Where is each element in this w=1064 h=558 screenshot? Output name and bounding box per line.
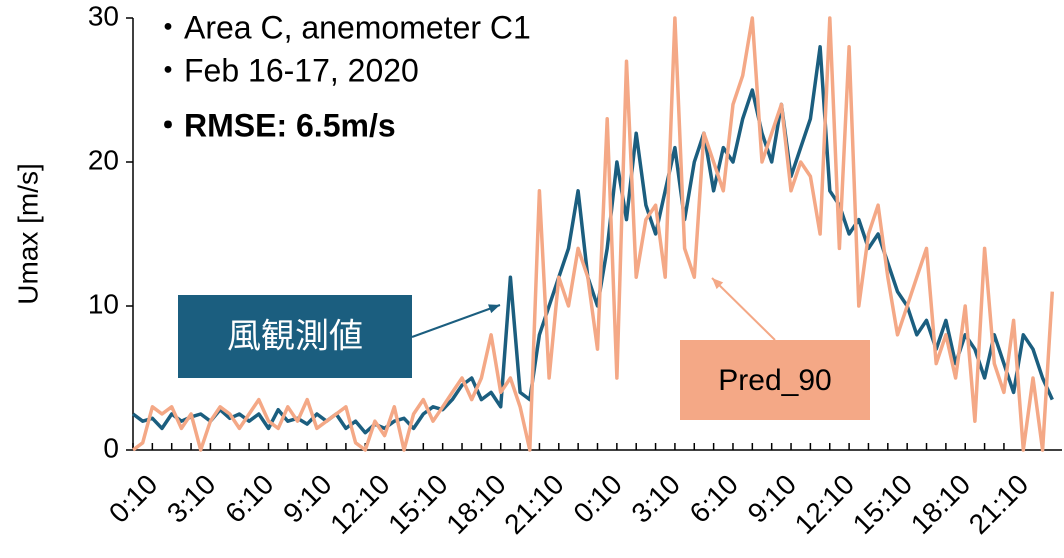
arrow-head xyxy=(712,278,724,290)
annotation: ・RMSE: 6.5m/s xyxy=(152,107,396,143)
y-tick-label: 30 xyxy=(88,0,119,31)
x-tick-label: 18:10 xyxy=(440,468,511,539)
label-arrow xyxy=(711,277,776,341)
y-axis-label: Umax [m/s] xyxy=(12,163,43,305)
x-tick-label: 21:10 xyxy=(498,468,569,539)
y-tick-label: 0 xyxy=(103,432,119,463)
x-tick-label: 6:10 xyxy=(219,468,279,528)
annotation: ・Area C, anemometer C1 xyxy=(152,9,531,45)
x-tick-label: 21:10 xyxy=(963,468,1034,539)
label-box xyxy=(680,340,870,420)
x-tick-label: 15:10 xyxy=(847,468,918,539)
y-tick-label: 20 xyxy=(88,144,119,175)
series-label: Pred_90 xyxy=(718,364,831,397)
x-tick-label: 6:10 xyxy=(684,468,744,528)
series-line xyxy=(131,16,1055,452)
y-tick-label: 10 xyxy=(88,288,119,319)
series-line xyxy=(131,45,1054,435)
label-box xyxy=(178,295,412,378)
x-tick-label: 15:10 xyxy=(382,468,453,539)
x-tick-label: 3:10 xyxy=(625,468,685,528)
label-arrow xyxy=(411,304,501,338)
x-tick-label: 12:10 xyxy=(324,468,395,539)
x-tick-label: 3:10 xyxy=(161,468,221,528)
x-tick-label: 12:10 xyxy=(789,468,860,539)
arrow-head xyxy=(488,304,500,314)
x-tick-label: 0:10 xyxy=(103,468,163,528)
x-tick-label: 18:10 xyxy=(905,468,976,539)
series-label: 風観測値 xyxy=(227,317,363,355)
x-tick-label: 0:10 xyxy=(567,468,627,528)
annotation: ・Feb 16-17, 2020 xyxy=(152,52,419,88)
